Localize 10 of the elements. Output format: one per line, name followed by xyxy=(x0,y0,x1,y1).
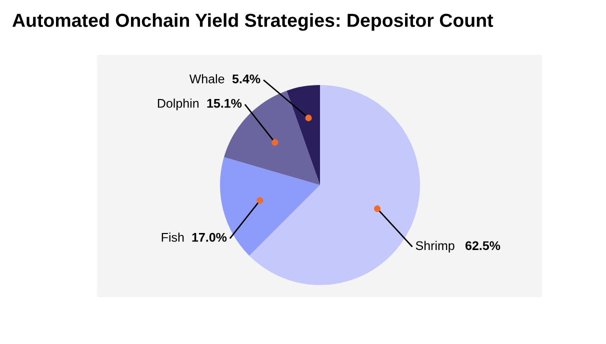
chart-title: Automated Onchain Yield Strategies: Depositor Count xyxy=(12,13,494,31)
slice-label: Fish xyxy=(162,232,184,242)
slice-label: Dolphin xyxy=(158,98,199,110)
data-label: 15.1% xyxy=(207,98,242,108)
slice-label: Whale xyxy=(189,74,224,84)
data-label: 5.4% xyxy=(232,74,260,84)
slice-label: Shrimp xyxy=(416,240,454,253)
pie-slice xyxy=(286,85,320,185)
data-label: 17.0% xyxy=(192,232,227,242)
data-label: 62.5% xyxy=(465,241,500,250)
